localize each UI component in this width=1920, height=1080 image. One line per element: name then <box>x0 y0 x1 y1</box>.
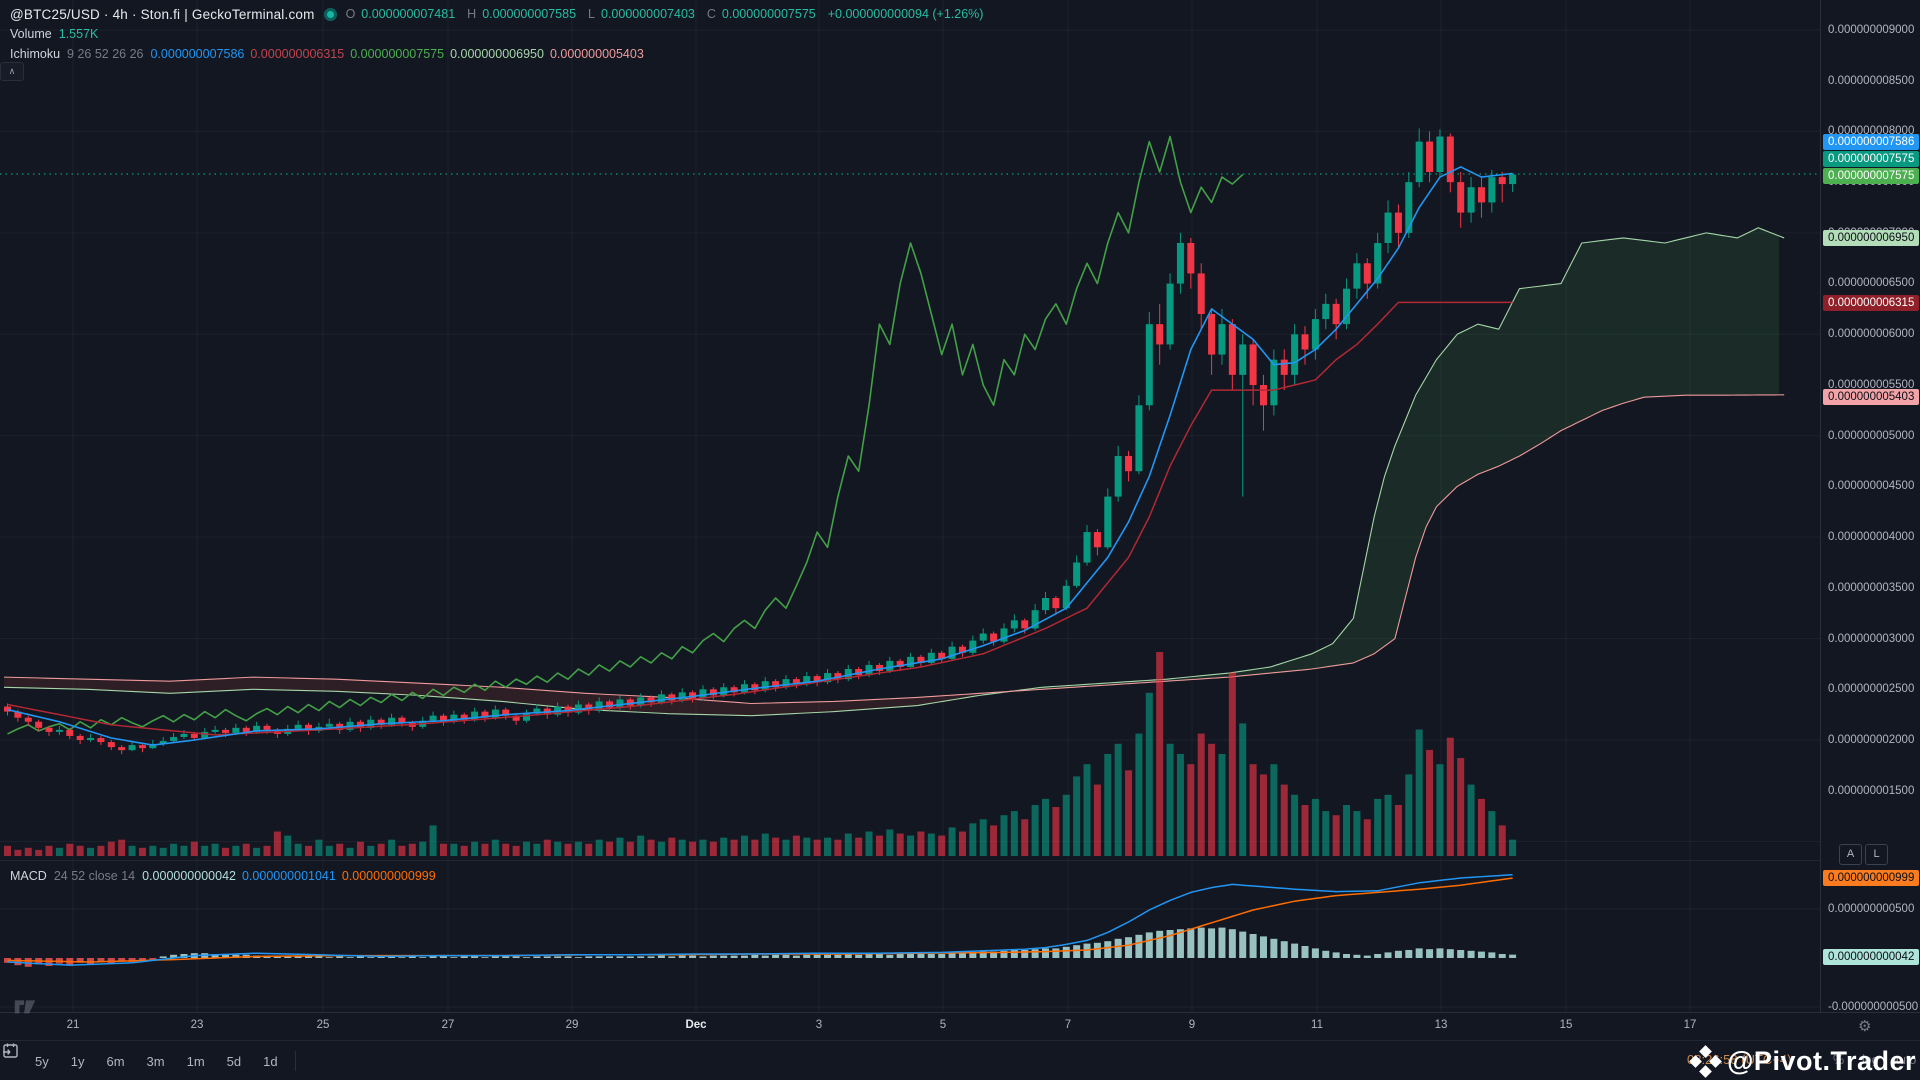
volume-row: Volume 1.557K <box>10 24 989 44</box>
axis-button-A[interactable]: A <box>1839 844 1862 865</box>
macd-label[interactable]: MACD <box>10 869 47 883</box>
ichimoku-value: 0.000000006950 <box>450 47 544 61</box>
ohlc-values: O 0.000000007481 H 0.000000007585 L 0.0000000… <box>346 7 990 21</box>
ohlc-item: L 0.000000007403 <box>588 7 695 21</box>
symbol-title[interactable]: @BTC25/USD · 4h · Ston.fi | GeckoTermina… <box>10 6 315 22</box>
watermark-text: @Pivot.Trader <box>1727 1046 1916 1076</box>
ohlc-item: C 0.000000007575 <box>706 7 816 21</box>
ohlc-item: O 0.000000007481 <box>345 7 456 21</box>
price-label: 0.000000000999 <box>1823 870 1920 886</box>
price-label: 0.000000006315 <box>1823 295 1920 311</box>
price-tick: -0.000000000500 <box>1828 1001 1919 1013</box>
chart-canvas[interactable] <box>0 0 1820 1012</box>
time-tick: 13 <box>1434 1019 1448 1031</box>
ichimoku-value: 0.000000007575 <box>350 47 445 61</box>
price-axis[interactable]: 0.000000009000 0.000000008500 0.0000000080… <box>1820 0 1920 1013</box>
time-tick: 21 <box>66 1019 80 1031</box>
ichimoku-value: 0.000000005403 <box>549 47 644 61</box>
range-button-1d[interactable]: 1d <box>263 1053 278 1069</box>
symbol-row: @BTC25/USD · 4h · Ston.fi | GeckoTermina… <box>10 4 989 24</box>
price-tick: 0.000000000500 <box>1828 903 1915 915</box>
price-tick: 0.000000004000 <box>1828 531 1915 543</box>
time-axis[interactable]: ⚙ 21 23 25 27 29 Dec 3 5 7 9 11 13 15 17 <box>0 1012 1920 1041</box>
change-value: +0.000000000094 (+1.26%) <box>827 7 984 21</box>
ichimoku-params: 9 26 52 26 26 <box>67 47 144 61</box>
bottom-toolbar: 5y 1y 6m 3m 1m 5d 1d 08:26:58 (UTC+4) % log auto <box>0 1040 1920 1080</box>
time-tick: 27 <box>441 1019 455 1031</box>
price-tick: 0.000000005500 <box>1828 379 1915 391</box>
macd-value: 0.000000000999 <box>341 869 436 883</box>
diamond-logo-icon <box>1689 1044 1722 1078</box>
range-button-5d[interactable]: 5d <box>226 1053 242 1069</box>
time-tick: 17 <box>1683 1019 1697 1031</box>
macd-params: 24 52 close 14 <box>53 869 136 883</box>
macd-legend: MACD 24 52 close 14 0.000000000042 0.0000… <box>10 866 442 886</box>
toolbar-divider <box>294 1051 296 1071</box>
price-tick: 0.000000004500 <box>1828 480 1915 492</box>
time-tick: 29 <box>565 1019 579 1031</box>
ichimoku-label[interactable]: Ichimoku <box>10 47 61 61</box>
macd-value: 0.000000001041 <box>241 869 336 883</box>
ichimoku-row: Ichimoku 9 26 52 26 26 0.000000007586 0.0… <box>10 44 989 64</box>
price-tick: 0.000000002500 <box>1828 683 1915 695</box>
axis-button-L[interactable]: L <box>1865 844 1888 865</box>
price-chart[interactable] <box>0 0 1820 1012</box>
volume-label: Volume <box>10 27 52 41</box>
pane-divider[interactable] <box>0 860 1820 861</box>
ichimoku-values: 0.000000007586 0.000000006315 0.0000000075… <box>151 47 650 61</box>
price-label: 0.000000000042 <box>1823 949 1920 965</box>
ichimoku-value: 0.000000006315 <box>250 47 345 61</box>
price-label: 0.000000007575 <box>1823 151 1920 167</box>
time-tick: Dec <box>685 1019 707 1031</box>
time-tick: 15 <box>1559 1019 1573 1031</box>
time-tick: 7 <box>1064 1019 1072 1031</box>
price-tick: 0.000000005000 <box>1828 430 1915 442</box>
macd-value: 0.000000000042 <box>142 869 236 883</box>
price-tick: 0.000000003000 <box>1828 633 1915 645</box>
price-label: 0.000000005403 <box>1823 389 1920 405</box>
price-tick: 0.000000008500 <box>1828 75 1915 87</box>
axis-settings-gear-icon[interactable]: ⚙ <box>1858 1018 1872 1035</box>
time-tick: 9 <box>1188 1019 1196 1031</box>
time-tick: 25 <box>316 1019 330 1031</box>
price-tick: 0.000000009000 <box>1828 24 1915 36</box>
range-button-1m[interactable]: 1m <box>186 1053 205 1069</box>
price-label: 0.000000006950 <box>1823 230 1920 246</box>
price-tick: 0.000000002000 <box>1828 734 1915 746</box>
scale-mode-log[interactable]: log <box>1862 1053 1879 1067</box>
range-button-6m[interactable]: 6m <box>106 1053 125 1069</box>
time-tick: 11 <box>1311 1019 1323 1031</box>
range-button-3m[interactable]: 3m <box>146 1053 165 1069</box>
price-tick: 0.000000001500 <box>1828 785 1915 797</box>
price-tick: 0.000000003500 <box>1828 582 1915 594</box>
chart-legend: @BTC25/USD · 4h · Ston.fi | GeckoTermina… <box>10 4 989 64</box>
price-label: 0.000000007586 <box>1823 134 1920 150</box>
scale-mode-auto[interactable]: auto <box>1892 1053 1917 1067</box>
collapse-legend-button[interactable]: ∧ <box>0 62 24 81</box>
ichimoku-value: 0.000000007586 <box>150 47 245 61</box>
macd-values: 0.000000000042 0.000000001041 0.0000000009… <box>142 869 442 883</box>
volume-value: 1.557K <box>58 27 99 41</box>
date-range-buttons: 5y 1y 6m 3m 1m 5d 1d <box>0 1050 287 1073</box>
ohlc-item: H 0.000000007585 <box>467 7 577 21</box>
range-button-1y[interactable]: 1y <box>70 1053 85 1069</box>
time-tick: 5 <box>939 1019 947 1031</box>
price-tick: 0.000000006000 <box>1828 328 1915 340</box>
price-tick: 0.000000006500 <box>1828 277 1915 289</box>
time-tick: 23 <box>190 1019 204 1031</box>
pivot-trader-watermark: @Pivot.Trader <box>1689 1044 1916 1078</box>
geckoterminal-logo-icon <box>323 7 337 21</box>
price-label: 0.000000007575 <box>1823 168 1920 184</box>
scale-mode-%[interactable]: % <box>1833 1053 1845 1067</box>
range-button-5y[interactable]: 5y <box>35 1053 49 1069</box>
time-tick: 3 <box>815 1019 823 1031</box>
